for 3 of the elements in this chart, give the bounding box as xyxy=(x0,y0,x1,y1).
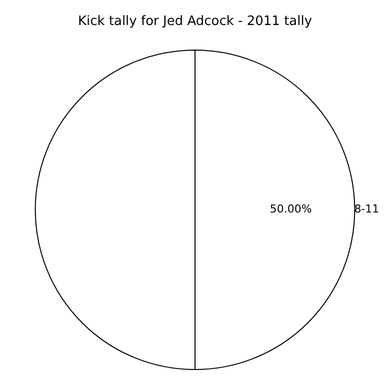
slice-label: 8-11 xyxy=(354,202,380,216)
data-label: 50.00% xyxy=(270,202,312,216)
chart-title: Kick tally for Jed Adcock - 2011 tally xyxy=(78,14,312,30)
